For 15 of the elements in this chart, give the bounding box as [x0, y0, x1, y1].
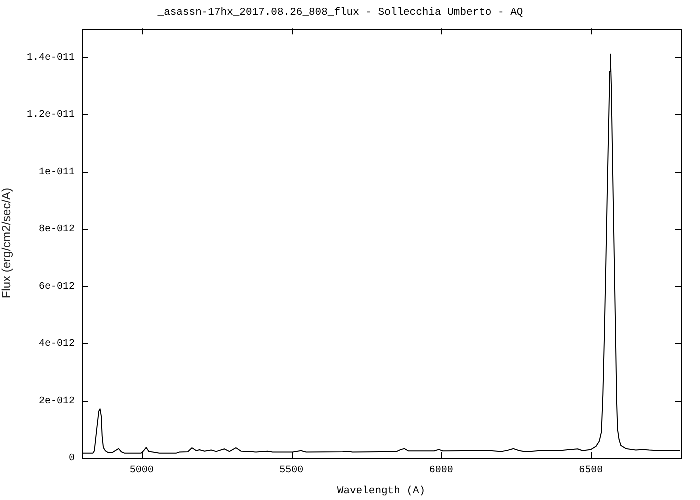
- y-tick-label: 0: [68, 454, 75, 465]
- y-tick-label: 6e-012: [38, 282, 75, 293]
- x-tick-label: 6500: [579, 466, 604, 477]
- x-axis-title: Wavelength (A): [337, 485, 426, 498]
- x-tick-label: 5000: [130, 466, 154, 477]
- y-tick-label: 1e-011: [38, 167, 75, 178]
- y-tick-label: 1.4e-011: [26, 52, 75, 64]
- y-tick-label: 2e-012: [38, 396, 75, 408]
- chart-title: _asassn-17hx_2017.08.26_808_flux - Sollecchia Umberto - AQ: [156, 7, 524, 20]
- x-tick-label: 5500: [280, 466, 304, 477]
- y-tick-label: 1.2e-011: [26, 110, 75, 122]
- y-tick-label: 4e-012: [38, 339, 75, 350]
- y-axis-title: Flux (erg/cm2/sec/A): [0, 188, 14, 299]
- x-tick-label: 6000: [429, 466, 454, 477]
- y-tick-label: 8e-012: [38, 224, 75, 236]
